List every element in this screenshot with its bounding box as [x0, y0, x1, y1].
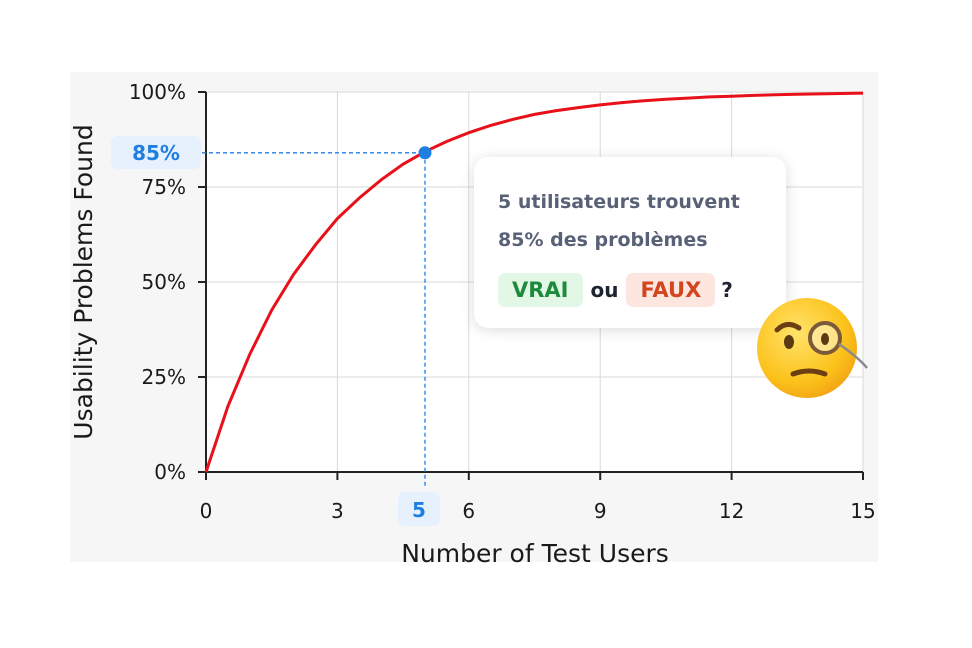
highlight-point [418, 146, 432, 160]
highlight-y-label: 85% [132, 141, 180, 165]
highlight-x-badge [398, 492, 440, 526]
callout-card: 5 utilisateurs trouvent 85% des problème… [474, 157, 786, 328]
x-tick-label: 15 [850, 499, 875, 523]
false-option[interactable]: FAUX [626, 273, 716, 307]
y-tick-label: 0% [154, 460, 186, 484]
true-option[interactable]: VRAI [498, 273, 583, 307]
face-with-monocle-icon [757, 298, 868, 398]
x-axis-title: Number of Test Users [401, 539, 669, 568]
y-axis-title: Usability Problems Found [69, 124, 98, 439]
callout-line-2: 85% des problèmes [498, 229, 708, 251]
y-tick-label: 25% [142, 365, 186, 389]
y-tick-label: 100% [129, 80, 186, 104]
callout-line-1: 5 utilisateurs trouvent [498, 191, 740, 213]
highlight-guides [202, 152, 426, 488]
x-tick-label: 12 [719, 499, 744, 523]
or-separator: ou [590, 278, 619, 302]
x-tick-label: 9 [594, 499, 607, 523]
answer-row: VRAI ou FAUX ? [498, 273, 762, 307]
question-mark: ? [721, 278, 733, 302]
highlight-y-badge [111, 136, 201, 169]
y-tick-label: 50% [142, 270, 186, 294]
x-tick-label: 3 [331, 499, 344, 523]
x-tick-label: 6 [462, 499, 475, 523]
axes [198, 91, 864, 480]
x-tick-label: 0 [200, 499, 213, 523]
highlight-x-label: 5 [412, 498, 426, 522]
series-line [204, 91, 864, 473]
y-tick-label: 75% [142, 175, 186, 199]
tick-labels: 0 3 6 9 12 15 0% 25% 50% 75% 100% [129, 80, 876, 523]
